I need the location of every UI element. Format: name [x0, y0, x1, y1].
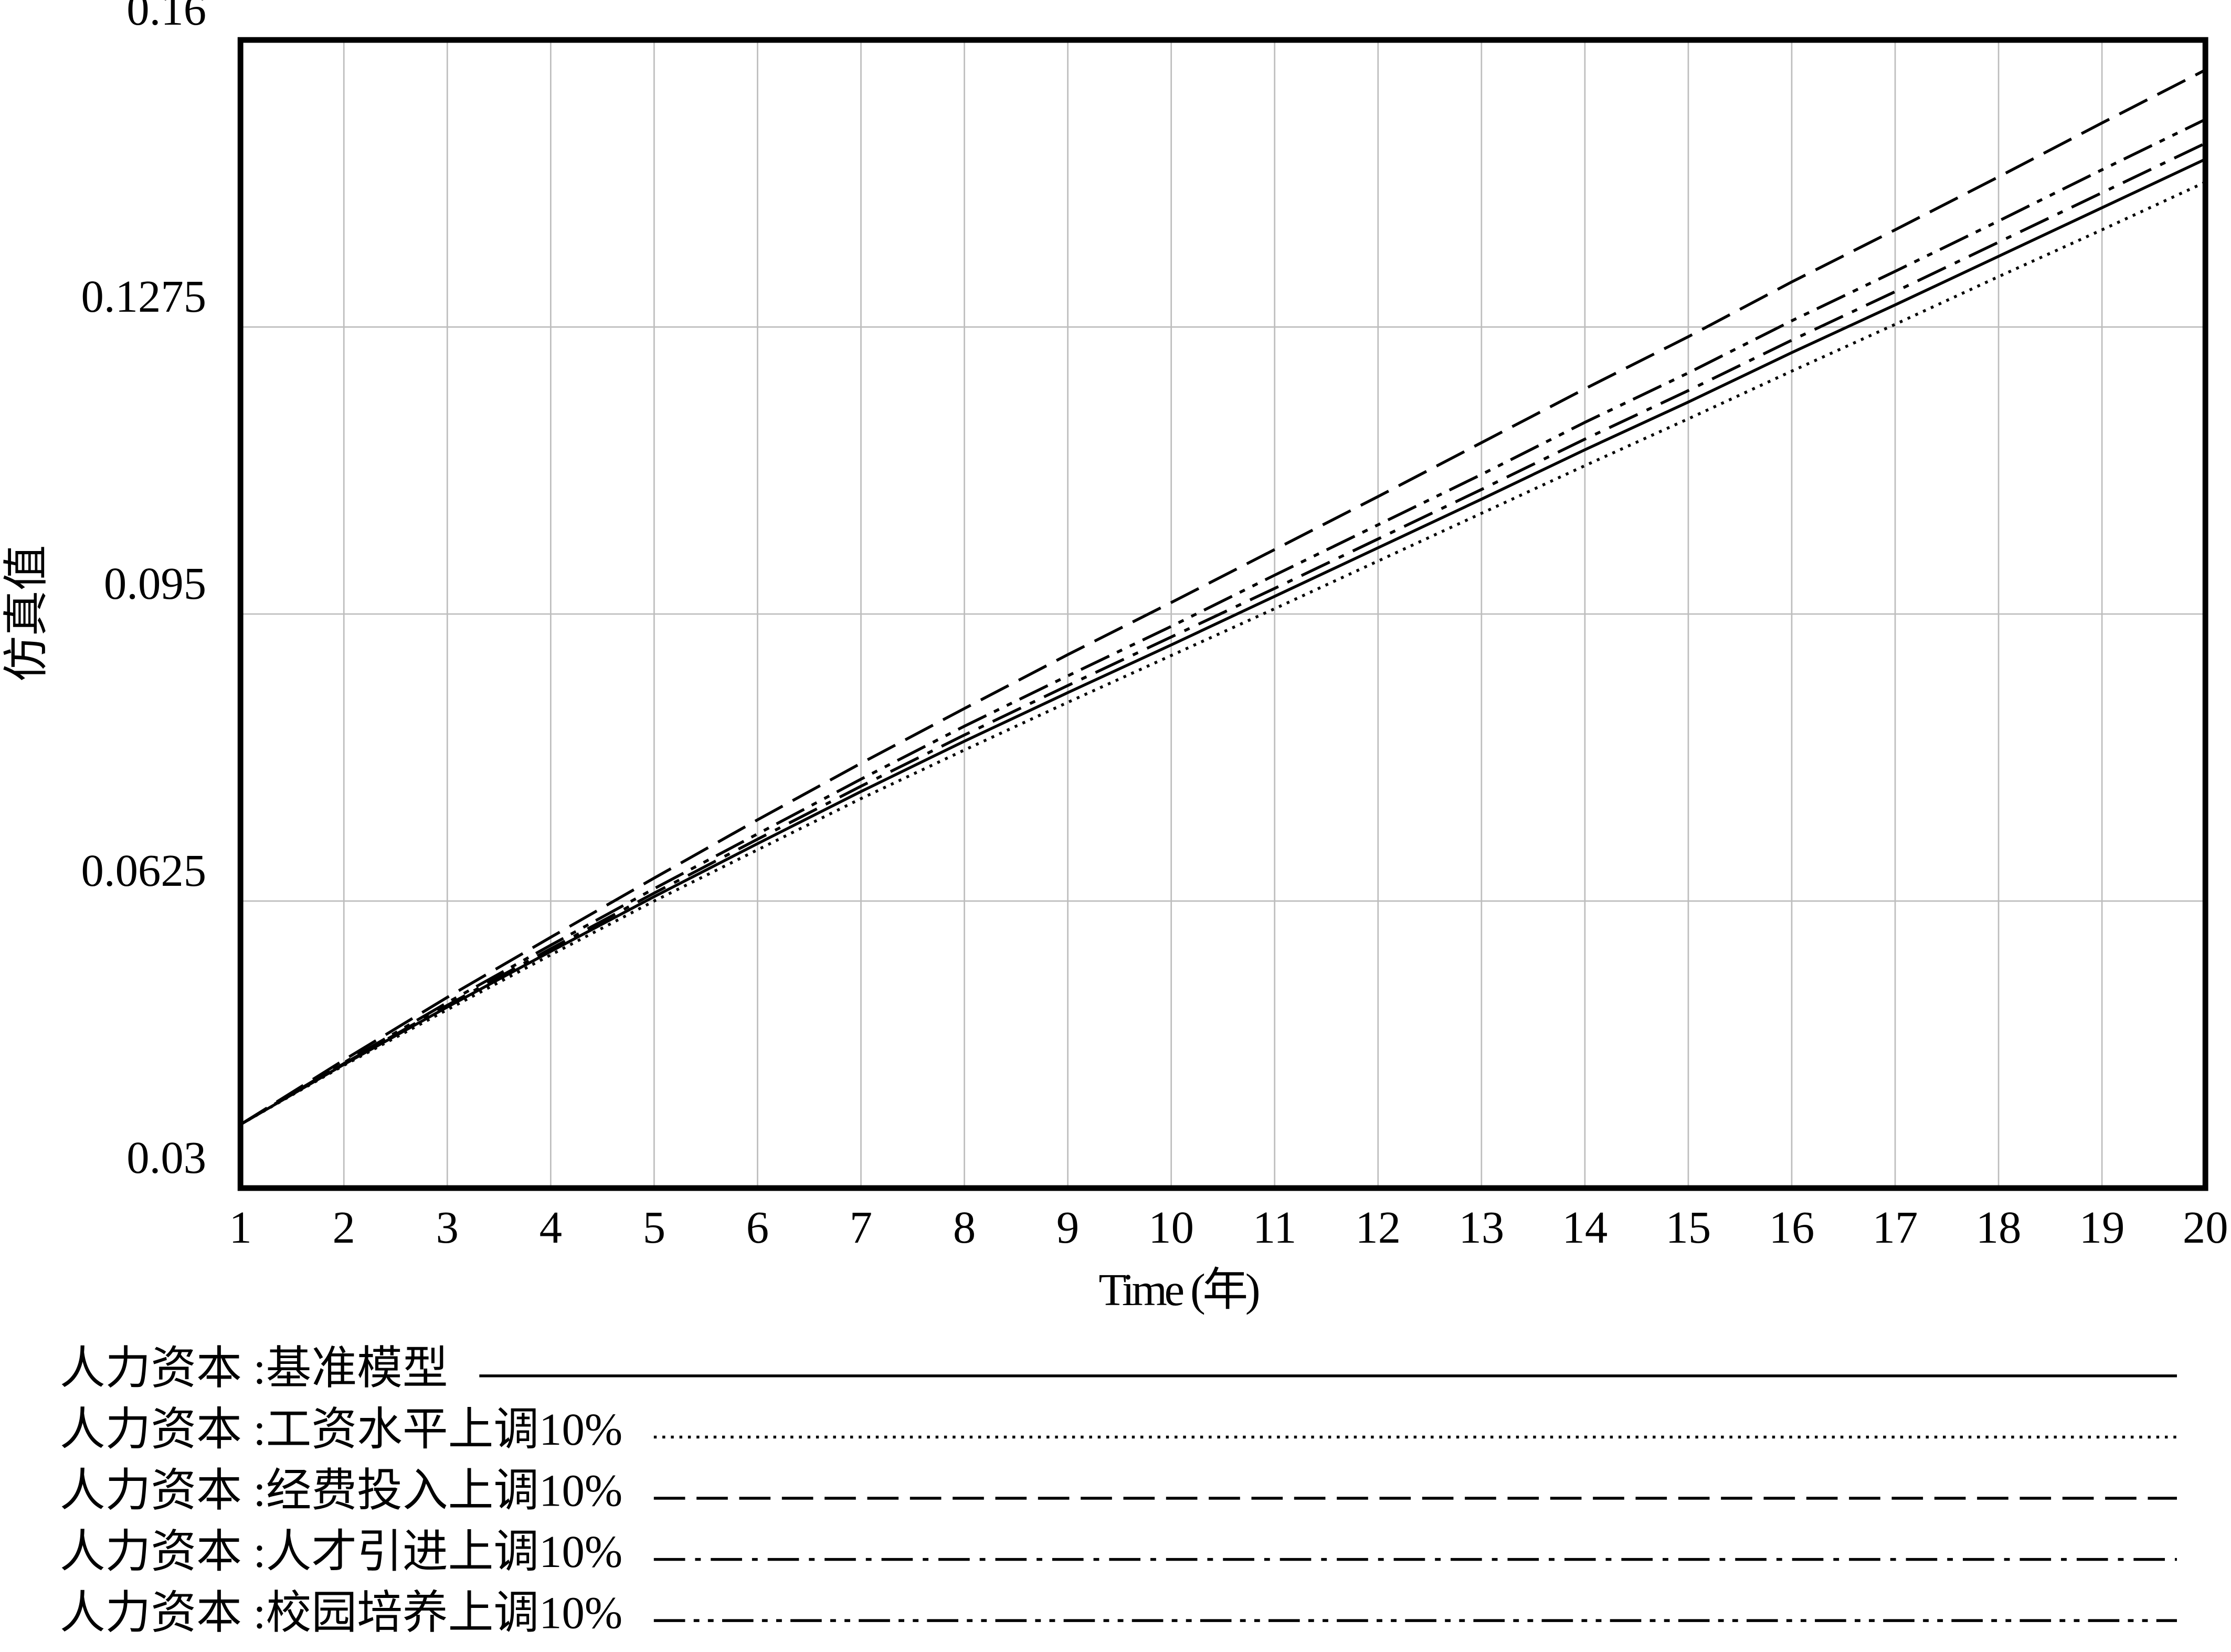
x-tick-label: 12: [1355, 1202, 1401, 1253]
y-tick-label: 0.1275: [81, 271, 207, 322]
y-tick-label: 0.03: [126, 1132, 206, 1183]
series-line: [239, 68, 2206, 1126]
x-tick-label: 4: [540, 1202, 562, 1253]
x-tick-label: 16: [1769, 1202, 1815, 1253]
y-tick-label: 0.0625: [81, 845, 207, 896]
legend-label: 人力资本 :人才引进上调10%: [60, 1527, 622, 1577]
x-tick-label: 6: [746, 1202, 769, 1253]
x-tick-label: 8: [953, 1202, 976, 1253]
x-tick-label: 17: [1873, 1202, 1918, 1253]
x-tick-label: 15: [1666, 1202, 1711, 1253]
series-line: [239, 181, 2206, 1126]
x-tick-label: 20: [2183, 1202, 2228, 1253]
x-tick-label: 10: [1148, 1202, 1194, 1253]
x-tick-label: 9: [1056, 1202, 1079, 1253]
x-tick-label: 11: [1253, 1202, 1297, 1253]
x-tick-label: 19: [2079, 1202, 2125, 1253]
x-tick-label: 5: [643, 1202, 665, 1253]
x-tick-label: 14: [1562, 1202, 1608, 1253]
legend-label: 人力资本 :经费投入上调10%: [60, 1465, 622, 1516]
plot-frame: [237, 37, 2208, 1191]
series-line: [239, 118, 2206, 1126]
x-tick-label: 7: [850, 1202, 872, 1253]
series-line: [239, 142, 2206, 1126]
x-tick-label: 18: [1976, 1202, 2022, 1253]
x-tick-label: 1: [229, 1202, 251, 1253]
y-tick-label: 0.16: [126, 0, 206, 35]
legend-label: 人力资本 :工资水平上调10%: [60, 1404, 622, 1455]
x-tick-label: 13: [1458, 1202, 1504, 1253]
x-axis-label: Time (年): [1098, 1265, 1259, 1315]
y-tick-label: 0.095: [104, 558, 206, 609]
legend-label: 人力资本 :基准模型: [60, 1343, 448, 1393]
x-tick-label: 2: [333, 1202, 355, 1253]
x-tick-label: 3: [436, 1202, 459, 1253]
legend-label: 人力资本 :校园培养上调10%: [60, 1588, 622, 1638]
y-axis-label: 仿真值: [2, 545, 52, 682]
series-line: [239, 157, 2206, 1126]
